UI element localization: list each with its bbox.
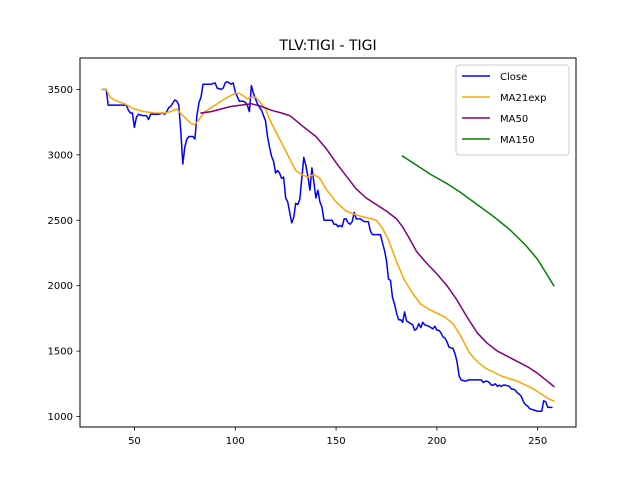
- legend-label: MA21exp: [500, 93, 546, 104]
- legend-label: Close: [500, 72, 527, 83]
- series-line-close: [101, 80, 553, 413]
- series-line-ma50: [200, 103, 555, 388]
- y-tick-label: 3500: [48, 85, 73, 96]
- y-tick-label: 3000: [48, 150, 73, 161]
- legend-label: MA50: [500, 114, 528, 125]
- plot-area: [79, 57, 577, 428]
- x-tick-label: 250: [528, 436, 547, 447]
- chart-title: TLV:TIGI - TIGI: [278, 38, 376, 54]
- series-layer: [101, 80, 555, 413]
- y-tick-label: 1500: [48, 347, 73, 358]
- x-tick-label: 200: [427, 436, 446, 447]
- legend-box: [455, 64, 570, 156]
- axes: 50 100 150 200 250 1000 1500 2000 2500 3000 3500: [48, 85, 548, 447]
- y-tick-label: 2000: [48, 281, 73, 292]
- x-tick-label: 50: [128, 436, 141, 447]
- x-tick-label: 150: [327, 436, 346, 447]
- series-line-ma21exp: [101, 88, 555, 402]
- y-tick-label: 1000: [48, 412, 73, 423]
- y-tick-label: 2500: [48, 216, 73, 227]
- x-tick-label: 100: [226, 436, 245, 447]
- legend-label: MA150: [500, 135, 535, 146]
- series-line-ma150: [401, 155, 555, 287]
- legend: Close MA21exp MA50 MA150: [455, 64, 570, 156]
